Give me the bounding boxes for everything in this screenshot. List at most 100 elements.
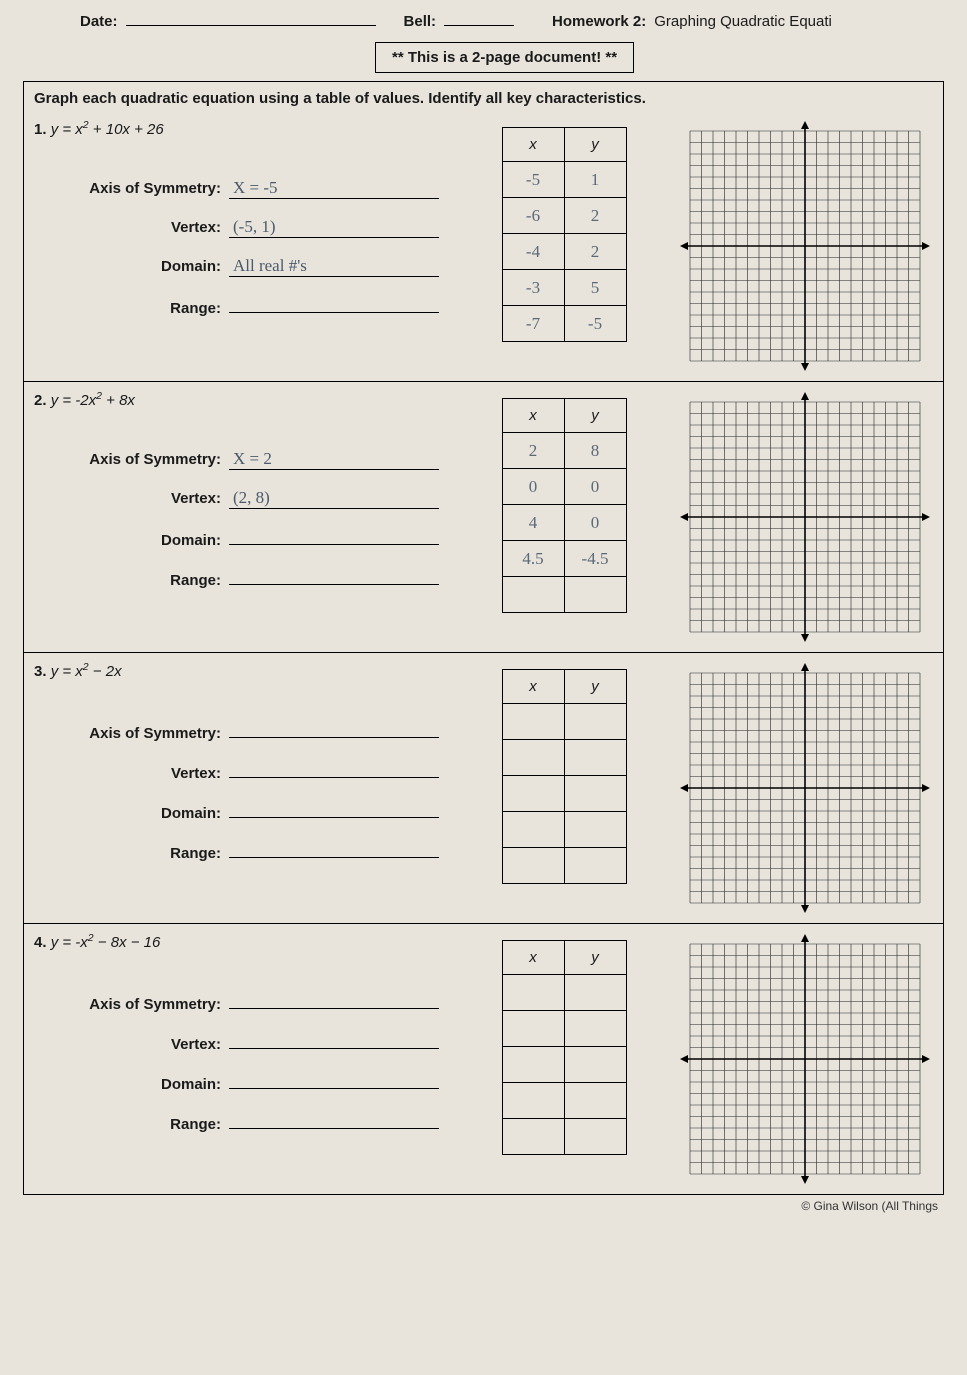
table-cell[interactable]: [564, 1119, 626, 1155]
problem-left: 4. y = -x2 − 8x − 16 Axis of Symmetry: V…: [34, 930, 454, 1184]
range-value[interactable]: [229, 1111, 439, 1129]
coordinate-grid[interactable]: [680, 663, 930, 913]
vertex-label: Vertex:: [34, 219, 229, 236]
notice-box: ** This is a 2-page document! **: [375, 42, 634, 73]
table-cell[interactable]: [564, 776, 626, 812]
axis-value[interactable]: [229, 991, 439, 1009]
table-cell[interactable]: -5: [502, 162, 564, 198]
domain-row: Domain:: [34, 800, 454, 822]
table-cell[interactable]: 4: [502, 505, 564, 541]
table-cell[interactable]: -6: [502, 198, 564, 234]
graph-column: [674, 117, 935, 371]
table-cell[interactable]: -5: [564, 306, 626, 342]
range-label: Range:: [34, 300, 229, 317]
table-cell[interactable]: [502, 704, 564, 740]
equation-row: 1. y = x2 + 10x + 26: [34, 119, 454, 138]
range-value[interactable]: [229, 295, 439, 313]
problem-number: 4.: [34, 934, 47, 951]
table-cell[interactable]: [502, 1119, 564, 1155]
table-cell[interactable]: 2: [564, 198, 626, 234]
domain-value[interactable]: [229, 527, 439, 545]
table-cell[interactable]: [502, 740, 564, 776]
y-header: y: [564, 128, 626, 162]
equation-text: y = -2x2 + 8x: [51, 392, 135, 409]
table-cell[interactable]: [502, 1011, 564, 1047]
axis-value[interactable]: X = -5: [229, 178, 439, 199]
axis-row: Axis of Symmetry:: [34, 720, 454, 742]
table-cell[interactable]: 4.5: [502, 541, 564, 577]
vertex-value[interactable]: [229, 1031, 439, 1049]
domain-value[interactable]: [229, 800, 439, 818]
table-cell[interactable]: -4.5: [564, 541, 626, 577]
x-header: x: [502, 399, 564, 433]
axis-value[interactable]: [229, 720, 439, 738]
table-cell[interactable]: [564, 704, 626, 740]
problem-number: 3.: [34, 663, 47, 680]
table-cell[interactable]: 0: [564, 469, 626, 505]
vertex-value[interactable]: (-5, 1): [229, 217, 439, 238]
table-cell[interactable]: 0: [564, 505, 626, 541]
table-cell[interactable]: [502, 1083, 564, 1119]
table-cell[interactable]: -4: [502, 234, 564, 270]
problem-left: 1. y = x2 + 10x + 26 Axis of Symmetry: X…: [34, 117, 454, 371]
range-value[interactable]: [229, 840, 439, 858]
axis-label: Axis of Symmetry:: [34, 180, 229, 197]
table-cell[interactable]: 0: [502, 469, 564, 505]
hw-label: Homework 2:: [552, 13, 646, 30]
table-cell[interactable]: 2: [502, 433, 564, 469]
bell-blank[interactable]: [444, 10, 514, 26]
table-cell[interactable]: [502, 975, 564, 1011]
range-label: Range:: [34, 1116, 229, 1133]
domain-value[interactable]: All real #'s: [229, 256, 439, 277]
domain-label: Domain:: [34, 532, 229, 549]
table-cell[interactable]: 1: [564, 162, 626, 198]
table-cell[interactable]: [564, 1047, 626, 1083]
xy-table: xy -51-62-42-35-7-5: [502, 127, 627, 342]
axis-row: Axis of Symmetry:: [34, 991, 454, 1013]
table-cell[interactable]: [564, 577, 626, 613]
bell-label: Bell:: [404, 13, 437, 30]
vertex-row: Vertex:: [34, 1031, 454, 1053]
table-cell[interactable]: 8: [564, 433, 626, 469]
vertex-row: Vertex: (-5, 1): [34, 217, 454, 238]
range-row: Range:: [34, 840, 454, 862]
table-cell[interactable]: [564, 848, 626, 884]
vertex-value[interactable]: [229, 760, 439, 778]
table-cell[interactable]: 2: [564, 234, 626, 270]
table-column: xy: [464, 659, 664, 913]
coordinate-grid[interactable]: [680, 392, 930, 642]
date-blank[interactable]: [126, 10, 376, 26]
coordinate-grid[interactable]: [680, 121, 930, 371]
table-cell[interactable]: [564, 740, 626, 776]
table-cell[interactable]: -7: [502, 306, 564, 342]
table-cell[interactable]: [502, 812, 564, 848]
domain-value[interactable]: [229, 1071, 439, 1089]
table-cell[interactable]: [564, 1011, 626, 1047]
graph-column: [674, 388, 935, 642]
axis-label: Axis of Symmetry:: [34, 451, 229, 468]
range-value[interactable]: [229, 567, 439, 585]
table-cell[interactable]: [564, 975, 626, 1011]
instruction-text: Graph each quadratic equation using a ta…: [24, 82, 943, 111]
hw-title: Graphing Quadratic Equati: [654, 13, 832, 30]
header-row: Date: Bell: Homework 2: Graphing Quadrat…: [15, 10, 952, 38]
table-cell[interactable]: [502, 848, 564, 884]
vertex-value[interactable]: (2, 8): [229, 488, 439, 509]
table-cell[interactable]: -3: [502, 270, 564, 306]
table-cell[interactable]: [502, 776, 564, 812]
coordinate-grid[interactable]: [680, 934, 930, 1184]
table-cell[interactable]: [564, 1083, 626, 1119]
domain-label: Domain:: [34, 258, 229, 275]
range-row: Range:: [34, 1111, 454, 1133]
axis-value[interactable]: X = 2: [229, 449, 439, 470]
table-cell[interactable]: 5: [564, 270, 626, 306]
axis-row: Axis of Symmetry: X = -5: [34, 178, 454, 199]
range-label: Range:: [34, 845, 229, 862]
axis-label: Axis of Symmetry:: [34, 725, 229, 742]
table-cell[interactable]: [502, 577, 564, 613]
axis-row: Axis of Symmetry: X = 2: [34, 449, 454, 470]
y-header: y: [564, 670, 626, 704]
table-cell[interactable]: [502, 1047, 564, 1083]
equation-text: y = -x2 − 8x − 16: [51, 934, 161, 951]
table-cell[interactable]: [564, 812, 626, 848]
